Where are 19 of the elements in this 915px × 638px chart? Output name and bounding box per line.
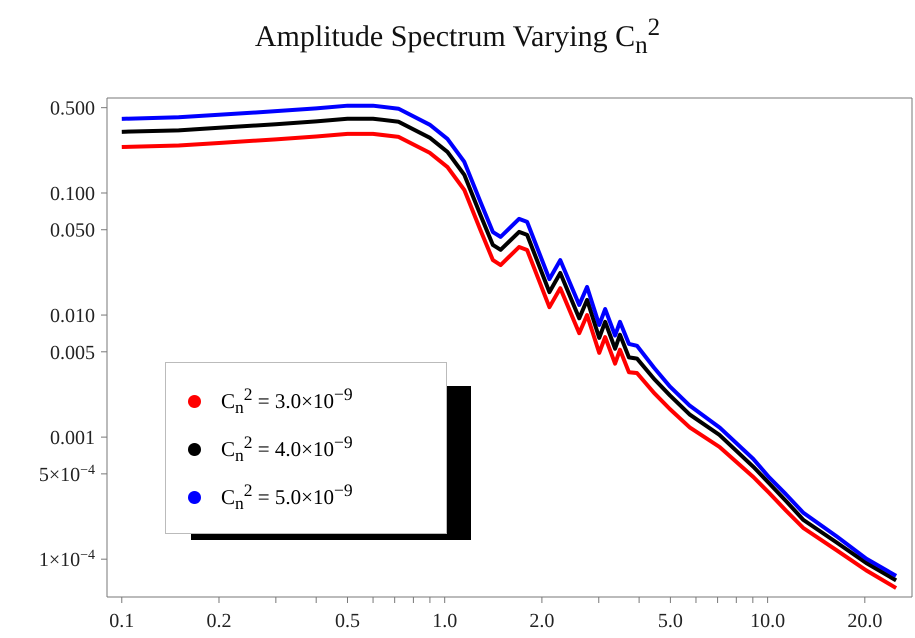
x-tick-label: 1.0 bbox=[432, 610, 458, 632]
y-tick-label: 0.001 bbox=[50, 427, 95, 450]
y-tick-label: 0.500 bbox=[50, 98, 95, 120]
legend-label: C$_{n}$$^{2}$ = 5.0×10$^{−9}$ bbox=[221, 480, 353, 514]
legend-label: C$_{n}$$^{2}$ = 4.0×10$^{−9}$ bbox=[221, 432, 353, 466]
y-tick-label: 0.100 bbox=[50, 182, 95, 205]
x-tick-label: 0.5 bbox=[334, 610, 360, 632]
x-tick-label: 20.0 bbox=[847, 610, 882, 632]
x-tick-label: 2.0 bbox=[529, 610, 554, 632]
y-tick-label: 0.010 bbox=[50, 305, 95, 328]
x-tick-label: 10.0 bbox=[750, 610, 786, 632]
x-tick-label: 0.1 bbox=[109, 610, 134, 632]
y-tick-label: 0.050 bbox=[50, 220, 95, 242]
y-tick-label: 0.005 bbox=[50, 342, 95, 364]
x-tick-label: 0.2 bbox=[206, 610, 232, 632]
y-tick-label: 1×10$^{−4}$ bbox=[38, 548, 95, 572]
x-tick-label: 5.0 bbox=[658, 610, 683, 632]
legend-label: C$_{n}$$^{2}$ = 3.0×10$^{−9}$ bbox=[221, 384, 353, 418]
y-tick-label: 5×10$^{−4}$ bbox=[38, 462, 95, 486]
